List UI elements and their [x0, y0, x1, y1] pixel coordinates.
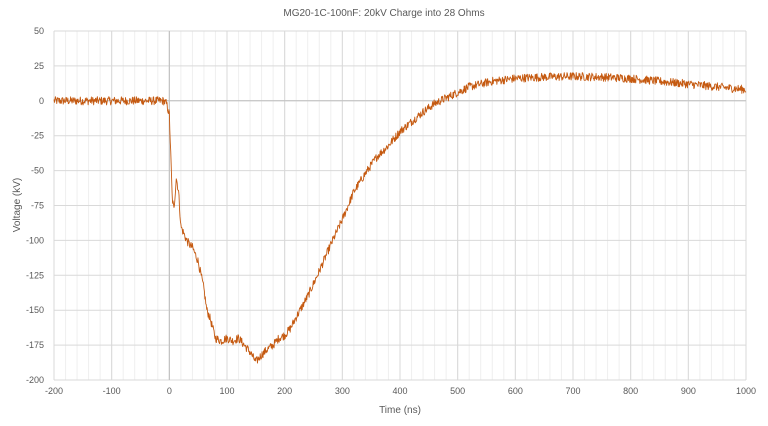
x-tick-label: 300 [335, 386, 350, 396]
y-tick-labels: -200 -175 -150 -125 -100 -75 -50 -25 0 25 50 [26, 26, 44, 385]
y-tick-label: -25 [31, 131, 44, 141]
grid [53, 30, 747, 381]
x-tick-label: 0 [167, 386, 172, 396]
x-tick-labels: -200 -100 0 100 200 300 400 500 600 700 800 900 1000 [45, 386, 756, 396]
x-axis-title: Time (ns) [379, 405, 421, 416]
x-tick-label: -100 [103, 386, 121, 396]
x-tick-label: 400 [392, 386, 407, 396]
y-tick-label: 50 [34, 26, 44, 36]
y-tick-label: -75 [31, 201, 44, 211]
x-tick-label: 100 [219, 386, 234, 396]
chart-title: MG20-1C-100nF: 20kV Charge into 28 Ohms [283, 8, 484, 19]
series-group [53, 72, 747, 364]
y-tick-label: -150 [26, 305, 44, 315]
series-line [53, 72, 747, 364]
y-tick-label: 25 [34, 61, 44, 71]
x-tick-label: 800 [623, 386, 638, 396]
y-tick-label: -175 [26, 340, 44, 350]
y-axis-title: Voltage (kV) [12, 178, 23, 232]
x-tick-label: 200 [277, 386, 292, 396]
y-tick-label: -125 [26, 270, 44, 280]
y-tick-label: -100 [26, 235, 44, 245]
x-tick-label: 700 [565, 386, 580, 396]
zero-line [54, 31, 746, 380]
x-tick-label: 600 [508, 386, 523, 396]
x-tick-label: 900 [681, 386, 696, 396]
y-tick-label: -200 [26, 375, 44, 385]
x-tick-label: -200 [45, 386, 63, 396]
x-tick-label: 500 [450, 386, 465, 396]
x-tick-label: 1000 [736, 386, 756, 396]
y-tick-label: -50 [31, 166, 44, 176]
y-tick-label: 0 [39, 96, 44, 106]
